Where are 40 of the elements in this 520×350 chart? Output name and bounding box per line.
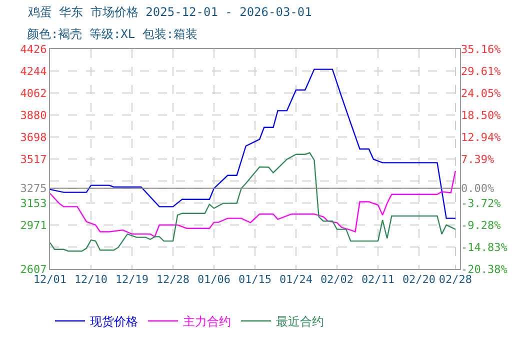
x-tick-label: 02/02 <box>320 273 354 286</box>
chart-title: 鸡蛋 华东 市场价格 2025-12-01 - 2026-03-01 <box>27 5 312 19</box>
x-tick-label: 02/11 <box>361 273 395 286</box>
y2-tick-label: 24.05% <box>461 86 502 100</box>
y-tick-label: 3880 <box>20 108 47 122</box>
y2-tick-label: 0.00% <box>461 182 494 196</box>
y2-tick-label: 18.50% <box>461 108 502 122</box>
chart-subtitle: 颜色:褐壳 等级:XL 包装:箱装 <box>27 27 198 41</box>
y-tick-label: 4244 <box>20 64 48 78</box>
y2-tick-label: 12.94% <box>461 130 502 144</box>
x-tick-label: 01/15 <box>238 273 272 286</box>
y-tick-label: 3517 <box>20 152 47 166</box>
x-tick-label: 12/10 <box>74 273 108 286</box>
line-series <box>50 68 456 219</box>
x-tick-label: 02/28 <box>438 273 472 286</box>
x-tick-label: 12/01 <box>33 273 67 286</box>
legend-label: 最近合约 <box>276 314 324 329</box>
y2-tick-label: -3.72% <box>461 196 502 210</box>
line-series <box>50 152 456 252</box>
y2-tick-label: -20.38% <box>461 262 508 276</box>
x-tick-label: 12/19 <box>115 273 149 286</box>
y-tick-label: 4426 <box>20 42 47 56</box>
y-tick-label: 3275 <box>20 182 47 196</box>
y2-tick-label: -9.28% <box>461 218 502 232</box>
y2-tick-label: 7.39% <box>461 152 494 166</box>
legend-label: 现货价格 <box>90 314 138 329</box>
y-tick-label: 2607 <box>20 262 47 276</box>
x-tick-label: 12/28 <box>156 273 190 286</box>
y2-tick-label: 29.61% <box>461 64 502 78</box>
y-tick-label: 4062 <box>20 86 47 100</box>
y2-tick-label: 35.16% <box>461 42 502 56</box>
y-tick-label: 3153 <box>20 196 47 210</box>
y-tick-label: 3698 <box>20 130 47 144</box>
y2-tick-label: -14.83% <box>461 240 508 254</box>
legend-label: 主力合约 <box>183 314 231 329</box>
y-tick-label: 2971 <box>20 218 47 232</box>
line-series <box>50 170 456 238</box>
x-tick-label: 02/20 <box>402 273 436 286</box>
x-tick-label: 01/24 <box>279 273 313 286</box>
x-tick-label: 01/06 <box>197 273 231 286</box>
